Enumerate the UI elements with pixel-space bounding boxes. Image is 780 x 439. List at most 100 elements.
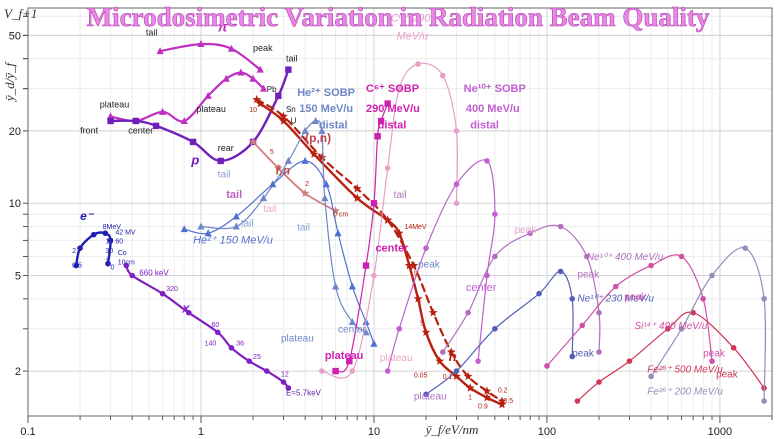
square-marker xyxy=(275,92,282,100)
circle-marker xyxy=(246,358,253,364)
circle-marker xyxy=(596,309,602,316)
star-marker xyxy=(452,371,461,381)
circle-marker xyxy=(90,231,97,238)
star-marker xyxy=(300,188,310,197)
star-marker xyxy=(252,95,262,104)
circle-marker xyxy=(129,272,135,279)
plot-frame xyxy=(27,7,773,417)
circle-marker xyxy=(440,349,446,355)
x-tick-label: 1000 xyxy=(708,426,732,438)
y-tick-label: 5 xyxy=(15,271,21,283)
annotation-label: rear xyxy=(218,143,234,153)
star-marker xyxy=(352,193,362,202)
circle-marker xyxy=(102,230,109,237)
square-marker xyxy=(332,367,339,375)
annotation-label: tail xyxy=(226,189,242,201)
series-line xyxy=(252,141,337,212)
circle-marker xyxy=(396,85,403,92)
annotation-label: 36 xyxy=(236,341,244,348)
triangle-marker xyxy=(348,282,356,290)
star-marker xyxy=(331,206,340,215)
circle-marker xyxy=(612,283,619,290)
series-layer xyxy=(73,40,767,409)
annotation-label: Fe²⁶⁺ 200 MeV/u xyxy=(647,386,723,397)
y-axis-label: ȳ_d/ȳ_f xyxy=(2,60,17,103)
y-tick-label: 50 xyxy=(9,30,21,42)
circle-marker xyxy=(159,290,166,297)
annotation-label: peak xyxy=(624,292,647,303)
triangle-marker xyxy=(301,156,309,164)
annotation-label: Ne¹⁰⁺ 400 MeV/u xyxy=(587,252,664,263)
triangle-marker xyxy=(301,126,309,134)
circle-marker xyxy=(665,325,671,332)
annotation-label: 30 xyxy=(105,248,113,255)
square-marker xyxy=(132,117,140,125)
annotation-label: 0 xyxy=(111,264,115,271)
annotation-label: peak xyxy=(253,43,273,53)
y-tick-label: 10 xyxy=(9,198,21,210)
square-marker xyxy=(189,138,197,146)
annotation-label: 15 xyxy=(105,238,113,245)
annotation-label: Fe²⁶⁺ 500 MeV/u xyxy=(647,365,723,376)
series-ne-230-mev-u xyxy=(423,268,576,398)
circle-marker xyxy=(700,295,706,302)
circle-marker xyxy=(423,391,429,398)
circle-marker xyxy=(384,368,391,374)
annotation-label: front xyxy=(80,126,99,136)
series-f-n xyxy=(248,137,340,215)
circle-marker xyxy=(263,368,270,374)
triangle-marker xyxy=(331,282,340,290)
annotation-label: plateau xyxy=(414,392,447,403)
annotation-label: distal xyxy=(470,119,499,131)
annotation-label: peak xyxy=(577,270,600,281)
circle-marker xyxy=(648,373,654,380)
triangle-marker xyxy=(318,126,326,134)
triangle-marker xyxy=(197,222,205,230)
series-fe-500-mev-u xyxy=(574,309,767,404)
star-marker xyxy=(465,383,475,392)
star-marker xyxy=(413,294,423,303)
star-marker xyxy=(428,308,438,317)
star-marker xyxy=(446,347,456,356)
triangle-marker xyxy=(222,74,230,82)
triangle-marker xyxy=(204,229,212,237)
circle-marker xyxy=(77,245,83,251)
triangle-marker xyxy=(322,180,330,188)
star-marker xyxy=(279,111,288,121)
annotation-label: He²⁺ 150 MeV/u xyxy=(193,234,273,246)
star-marker xyxy=(383,215,392,224)
triangle-marker xyxy=(197,40,205,48)
y-axis-top-label: V_f+1 xyxy=(4,6,37,21)
circle-marker xyxy=(384,165,391,171)
series-ne-400-mev-u xyxy=(440,223,602,355)
circle-marker xyxy=(626,358,633,364)
annotation-label: U xyxy=(291,116,297,125)
series-e- xyxy=(73,230,114,269)
annotation-label: plateau xyxy=(325,350,364,362)
circle-marker xyxy=(596,379,602,385)
circle-marker xyxy=(453,200,460,207)
triangle-marker xyxy=(106,112,115,120)
star-marker xyxy=(409,261,419,270)
circle-marker xyxy=(453,368,460,374)
annotation-label: 60 xyxy=(211,322,219,329)
annotation-label: π⁻ xyxy=(218,18,237,34)
x-tick-label: 1 xyxy=(198,426,204,438)
circle-marker xyxy=(453,128,460,134)
annotation-label: plateau xyxy=(196,104,226,114)
annotation-label: 0.1 xyxy=(443,374,453,381)
annotation-label: plateau xyxy=(281,334,314,345)
annotation-label: plateau xyxy=(380,353,413,364)
annotation-label: 2 xyxy=(305,181,309,188)
circle-marker xyxy=(492,325,498,332)
annotation-label: 140 xyxy=(205,341,217,348)
triangle-marker xyxy=(159,107,167,115)
y-tick-label: 2 xyxy=(15,366,21,378)
triangle-marker xyxy=(312,116,320,124)
circle-marker xyxy=(228,344,235,351)
circle-marker xyxy=(678,325,685,332)
circle-marker xyxy=(280,379,287,385)
circle-marker xyxy=(761,295,767,302)
series-x xyxy=(123,262,292,391)
annotation-label: 5 xyxy=(420,320,424,327)
